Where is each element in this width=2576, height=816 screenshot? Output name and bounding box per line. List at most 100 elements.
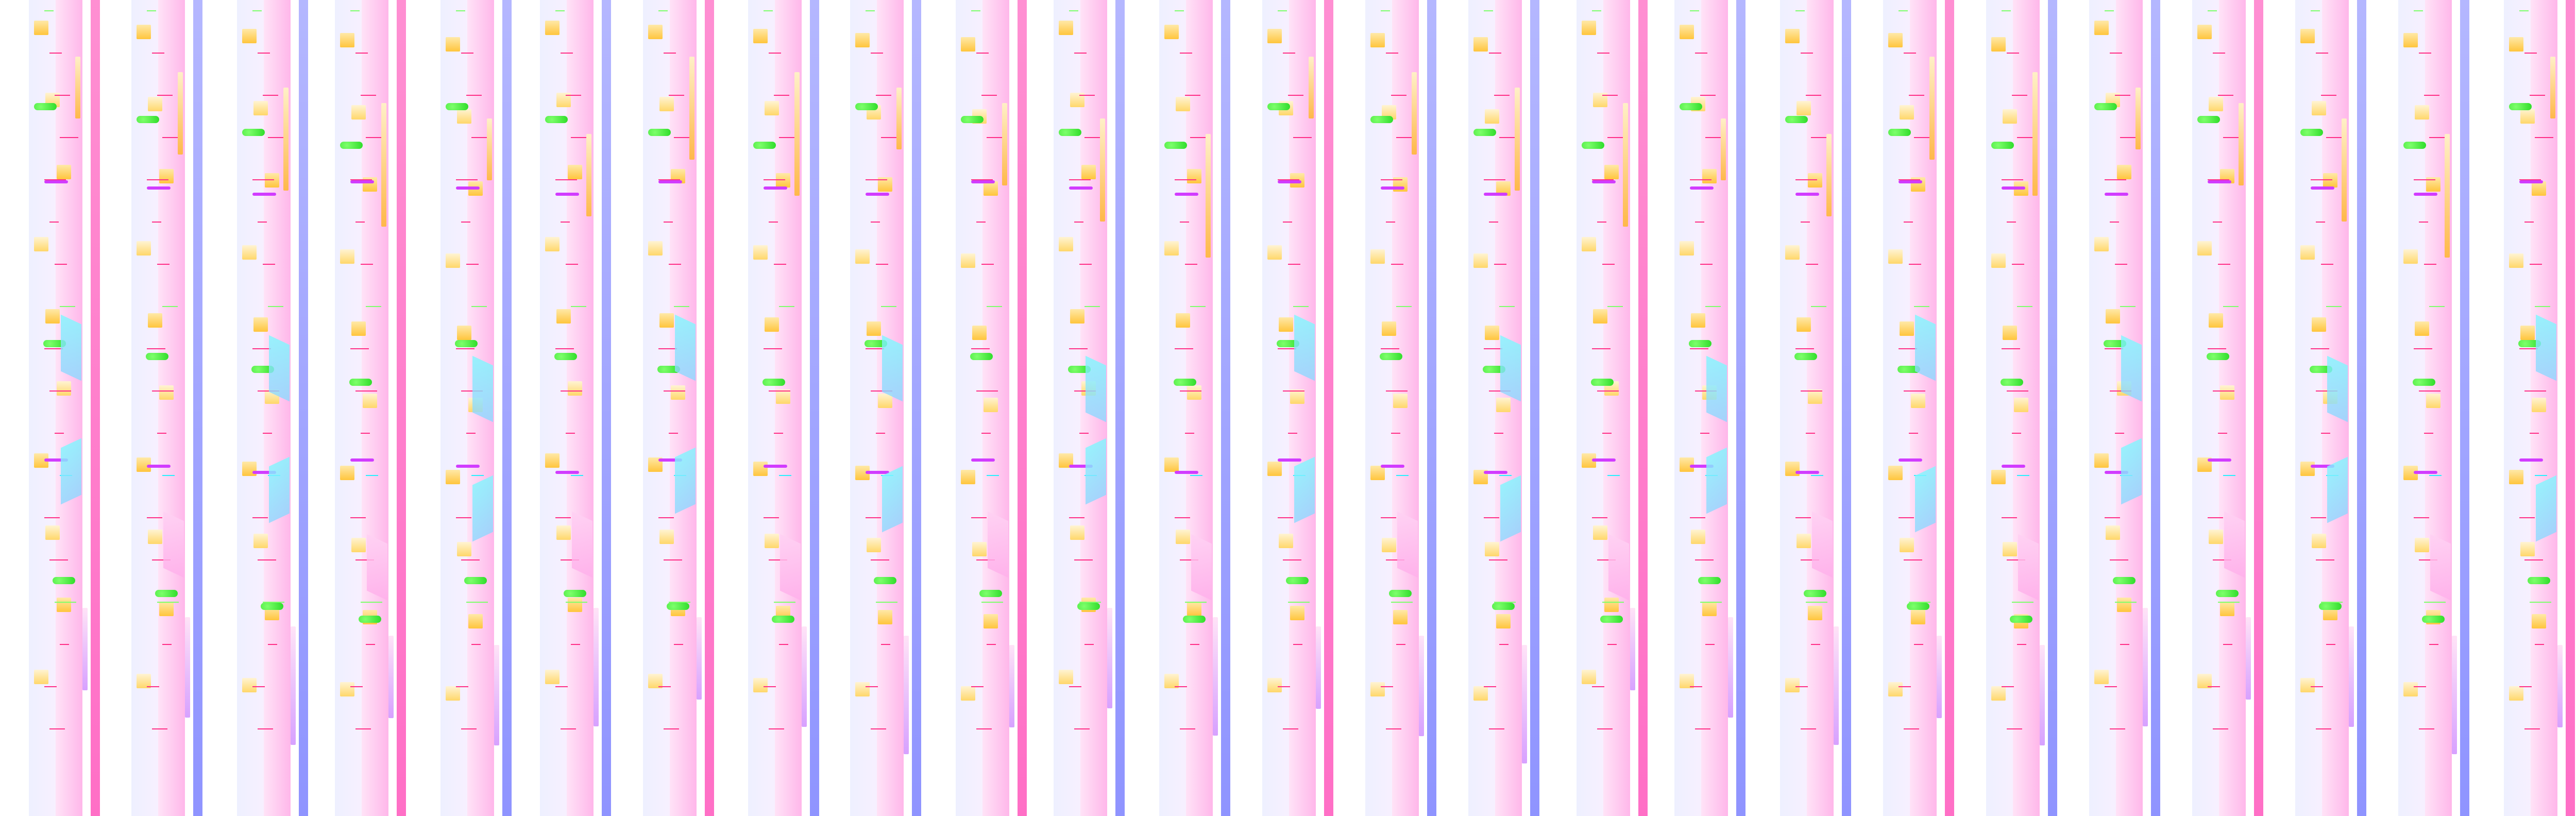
cyan-ribbon (1706, 447, 1727, 514)
tick-mark (1489, 222, 1498, 223)
gold-bar (1412, 72, 1417, 155)
tick-mark (1914, 306, 1929, 307)
tick-mark (1597, 53, 1609, 54)
block-mark (2300, 678, 2315, 692)
tick-mark (471, 137, 490, 138)
tick-mark (2120, 644, 2129, 645)
tick-mark (769, 728, 784, 729)
pink-ribbon (988, 511, 1008, 578)
block-mark (2094, 21, 2109, 35)
block-mark (1393, 394, 1408, 408)
block-mark (148, 530, 162, 544)
block-mark (446, 686, 460, 701)
lane-background (335, 0, 362, 816)
tick-mark (1381, 517, 1396, 518)
tick-mark (44, 179, 66, 180)
tick-mark (44, 517, 60, 518)
green-cluster (667, 603, 689, 610)
tick-mark (2316, 53, 2328, 54)
pink-ribbon (1397, 511, 1418, 578)
purple-bar (2246, 617, 2251, 700)
tick-mark (355, 559, 374, 560)
track-column (335, 0, 412, 816)
block-mark (1187, 602, 1201, 616)
cyan-ribbon (1706, 355, 1727, 422)
tick-mark (561, 390, 582, 392)
block-mark (765, 534, 779, 548)
tick-mark (2213, 559, 2231, 560)
block-mark (148, 313, 162, 328)
tick-mark (1175, 686, 1187, 687)
block-mark (253, 534, 268, 548)
tick-mark (1494, 264, 1506, 265)
green-cluster (1680, 103, 1702, 110)
tick-mark (664, 222, 673, 223)
tick-mark (258, 222, 267, 223)
tick-mark (2519, 686, 2532, 687)
tick-mark (1391, 433, 1400, 434)
magenta-connector (2414, 471, 2437, 474)
block-mark (1582, 21, 1596, 35)
tick-mark (1904, 559, 1922, 560)
block-mark (1370, 249, 1385, 264)
tick-mark (456, 517, 471, 518)
magenta-connector (2311, 186, 2334, 190)
tick-mark (2414, 686, 2426, 687)
tick-mark (471, 475, 484, 476)
tick-mark (981, 264, 994, 265)
green-cluster (545, 116, 568, 123)
block-mark (242, 245, 257, 260)
green-cluster (251, 366, 274, 373)
tick-mark (1904, 53, 1916, 54)
tick-mark (1806, 264, 1818, 265)
tick-mark (1909, 264, 1921, 265)
magenta-connector (1690, 465, 1714, 468)
tick-mark (779, 644, 788, 645)
tick-mark (2530, 602, 2551, 603)
block-mark (2003, 326, 2017, 340)
tick-mark (2316, 559, 2334, 560)
tick-mark (252, 10, 262, 11)
block-mark (2300, 462, 2315, 476)
block-mark (2209, 313, 2223, 328)
cyan-ribbon (2327, 355, 2348, 422)
green-cluster (961, 116, 984, 123)
magenta-connector (252, 471, 276, 474)
block-mark (753, 245, 768, 260)
block-mark (648, 25, 663, 39)
tick-mark (1185, 264, 1197, 265)
tick-mark (1489, 559, 1507, 560)
side-rail (1018, 0, 1027, 816)
tick-mark (1597, 559, 1616, 560)
tick-mark (1484, 179, 1505, 180)
block-mark (984, 614, 998, 628)
tick-mark (2311, 517, 2326, 518)
cyan-ribbon (675, 447, 696, 514)
magenta-connector (2208, 180, 2231, 183)
green-cluster (1804, 590, 1826, 597)
magenta-connector (2414, 193, 2437, 196)
block-mark (2509, 253, 2523, 268)
tick-mark (60, 137, 78, 138)
block-mark (659, 313, 674, 328)
block-mark (1680, 25, 1694, 39)
tick-mark (44, 348, 63, 349)
block-mark (57, 165, 71, 179)
tick-mark (2007, 222, 2016, 223)
green-cluster (1077, 603, 1100, 610)
tick-mark (157, 264, 170, 265)
tick-mark (774, 95, 789, 96)
track-column (1262, 0, 1340, 816)
side-rail (1736, 0, 1745, 816)
tick-mark (561, 53, 573, 54)
tick-mark (976, 559, 995, 560)
tick-mark (355, 222, 365, 223)
track-column (29, 0, 106, 816)
magenta-connector (147, 465, 171, 468)
cyan-ribbon (2121, 335, 2142, 402)
cyan-ribbon (472, 355, 493, 422)
track-column (1577, 0, 1654, 816)
tick-mark (162, 306, 178, 307)
side-rail (299, 0, 308, 816)
block-mark (265, 173, 279, 188)
